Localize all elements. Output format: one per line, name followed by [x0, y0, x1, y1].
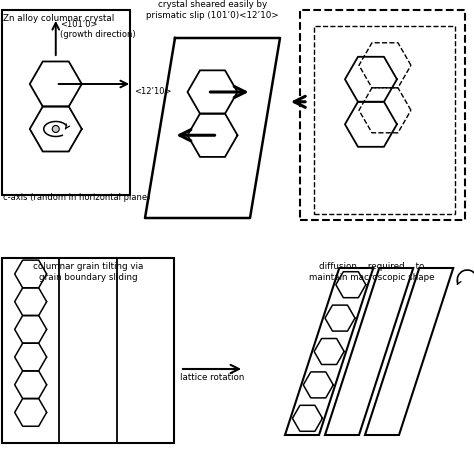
Bar: [300, 10, 465, 220]
Text: c-axis (random in horizontal plane): c-axis (random in horizontal plane): [3, 193, 150, 202]
Text: lattice rotation: lattice rotation: [180, 373, 244, 382]
Text: <101’0>
(growth direction): <101’0> (growth direction): [60, 20, 136, 39]
Bar: [2, 10, 130, 195]
Text: <12’10>: <12’10>: [134, 87, 172, 96]
Bar: [2, 258, 174, 443]
Circle shape: [52, 125, 59, 132]
Text: crystal sheared easily by
prismatic slip (101’0)<12’10>: crystal sheared easily by prismatic slip…: [146, 0, 279, 20]
Text: diffusion    required    to
maintain macroscopic shape: diffusion required to maintain macroscop…: [310, 262, 435, 282]
Bar: [314, 26, 455, 214]
Text: Zn alloy columnar crystal: Zn alloy columnar crystal: [3, 14, 114, 23]
Text: columnar grain tilting via
grain boundary sliding: columnar grain tilting via grain boundar…: [33, 262, 143, 282]
